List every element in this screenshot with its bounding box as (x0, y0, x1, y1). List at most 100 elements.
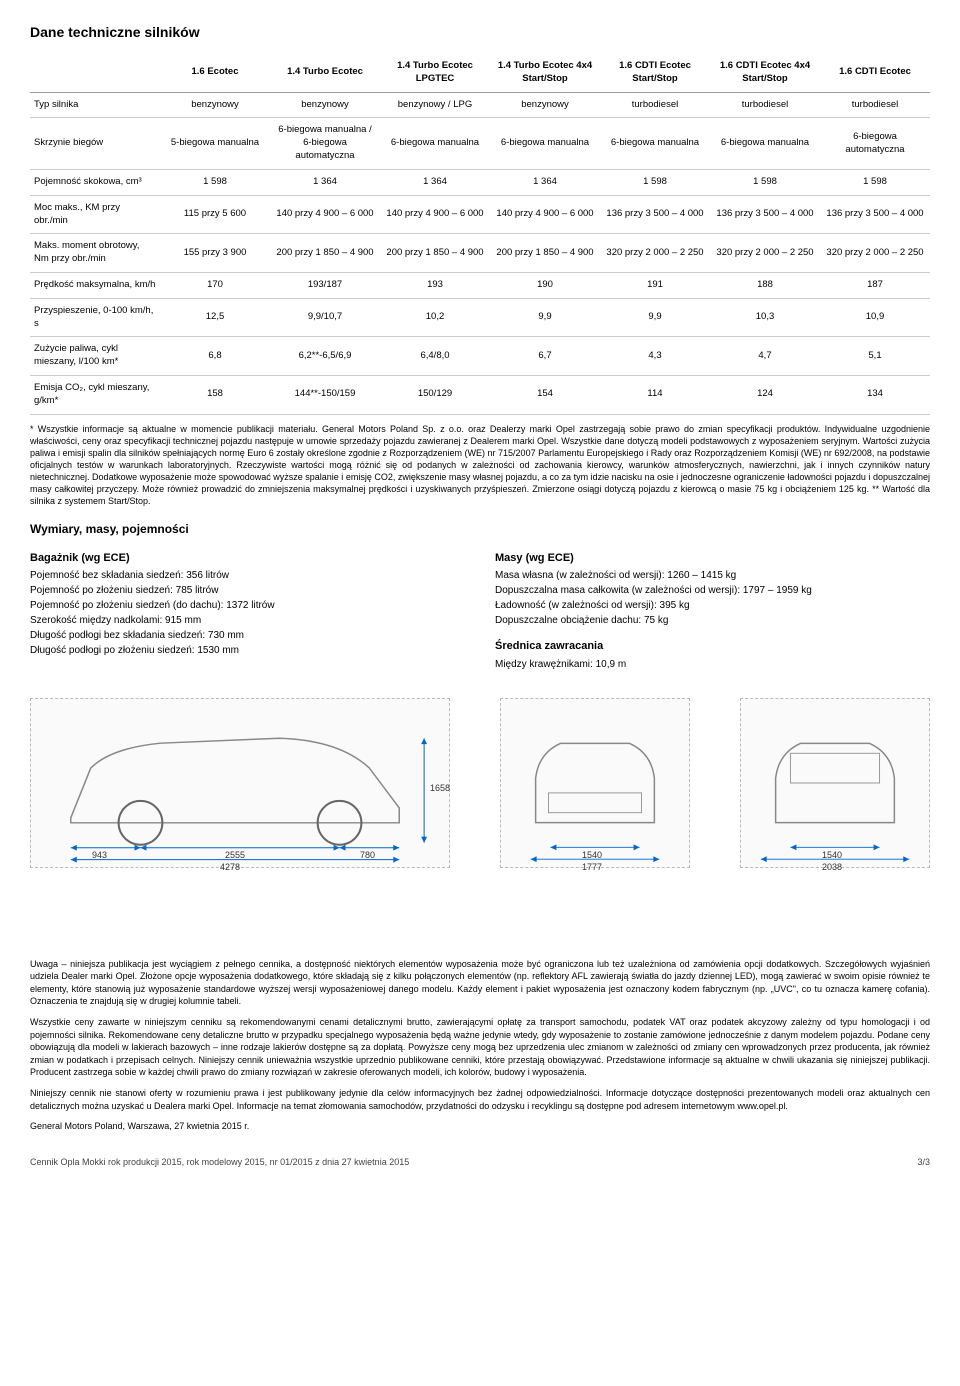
dims-line: Długość podłogi bez składania siedzeń: 7… (30, 628, 465, 643)
cell: 193/187 (270, 272, 380, 298)
dims-line: Masa własna (w zależności od wersji): 12… (495, 568, 930, 583)
footer-left: Cennik Opla Mokki rok produkcji 2015, ro… (30, 1157, 409, 1167)
table-row: Prędkość maksymalna, km/h170193/18719319… (30, 272, 930, 298)
th: 1.4 Turbo Ecotec LPGTEC (380, 54, 490, 92)
car-diagrams: 943 2555 780 4278 1658 1540 1777 (30, 698, 930, 868)
table-row: Maks. moment obrotowy, Nm przy obr./min1… (30, 234, 930, 273)
cell: 6,7 (490, 337, 600, 376)
cell: 4,3 (600, 337, 710, 376)
dim-rear-overhang: 780 (360, 850, 375, 860)
row-label: Maks. moment obrotowy, Nm przy obr./min (30, 234, 160, 273)
legal-para: Niniejszy cennik nie stanowi oferty w ro… (30, 1087, 930, 1112)
dim-rear-track: 1540 (822, 850, 842, 860)
cell: 9,9 (600, 298, 710, 337)
cell: turbodiesel (710, 92, 820, 118)
dims-line: Pojemność po złożeniu siedzeń (do dachu)… (30, 598, 465, 613)
cell: 6,8 (160, 337, 270, 376)
cell: 1 364 (490, 169, 600, 195)
table-row: Typ silnikabenzynowybenzynowybenzynowy /… (30, 92, 930, 118)
car-front-diagram (500, 698, 690, 868)
cell: 115 przy 5 600 (160, 195, 270, 234)
row-label: Moc maks., KM przy obr./min (30, 195, 160, 234)
cell: 200 przy 1 850 – 4 900 (490, 234, 600, 273)
cell: 6-biegowa automatyczna (820, 118, 930, 169)
spec-table: 1.6 Ecotec 1.4 Turbo Ecotec 1.4 Turbo Ec… (30, 54, 930, 415)
cell: 140 przy 4 900 – 6 000 (380, 195, 490, 234)
cell: benzynowy (270, 92, 380, 118)
cell: 200 przy 1 850 – 4 900 (270, 234, 380, 273)
trunk-subhead: Bagażnik (wg ECE) (30, 550, 465, 567)
turn-subhead: Średnica zawracania (495, 638, 930, 655)
table-row: Moc maks., KM przy obr./min115 przy 5 60… (30, 195, 930, 234)
table-body: Typ silnikabenzynowybenzynowybenzynowy /… (30, 92, 930, 414)
table-row: Pojemność skokowa, cm³1 5981 3641 3641 3… (30, 169, 930, 195)
dims-line: Między krawężnikami: 10,9 m (495, 657, 930, 672)
dims-line: Dopuszczalna masa całkowita (w zależnośc… (495, 583, 930, 598)
legal-para: General Motors Poland, Warszawa, 27 kwie… (30, 1120, 930, 1133)
cell: 5,1 (820, 337, 930, 376)
cell: 188 (710, 272, 820, 298)
dim-front-track: 1540 (582, 850, 602, 860)
dim-rear-width: 2038 (822, 862, 842, 872)
table-footnote: * Wszystkie informacje są aktualne w mom… (30, 423, 930, 508)
page-footer: Cennik Opla Mokki rok produkcji 2015, ro… (30, 1151, 930, 1167)
th: 1.4 Turbo Ecotec (270, 54, 380, 92)
dim-front-width: 1777 (582, 862, 602, 872)
cell: 158 (160, 376, 270, 415)
cell: 10,9 (820, 298, 930, 337)
cell: turbodiesel (600, 92, 710, 118)
row-label: Emisja CO₂, cykl mieszany, g/km* (30, 376, 160, 415)
cell: 191 (600, 272, 710, 298)
cell: 136 przy 3 500 – 4 000 (710, 195, 820, 234)
cell: 1 364 (270, 169, 380, 195)
table-row: Przyspieszenie, 0-100 km/h, s12,59,9/10,… (30, 298, 930, 337)
legal-block: Uwaga – niniejsza publikacja jest wyciąg… (30, 958, 930, 1133)
legal-para: Wszystkie ceny zawarte w niniejszym cenn… (30, 1016, 930, 1079)
cell: 6-biegowa manualna (710, 118, 820, 169)
car-rear-diagram (740, 698, 930, 868)
cell: 9,9/10,7 (270, 298, 380, 337)
car-side-diagram (30, 698, 450, 868)
dim-front-overhang: 943 (92, 850, 107, 860)
legal-para: Uwaga – niniejsza publikacja jest wyciąg… (30, 958, 930, 1008)
cell: 1 598 (160, 169, 270, 195)
dims-title: Wymiary, masy, pojemności (30, 522, 930, 536)
cell: 6-biegowa manualna (600, 118, 710, 169)
cell: 320 przy 2 000 – 2 250 (710, 234, 820, 273)
cell: 6-biegowa manualna / 6-biegowa automatyc… (270, 118, 380, 169)
dims-line: Dopuszczalne obciążenie dachu: 75 kg (495, 613, 930, 628)
dims-columns: Bagażnik (wg ECE) Pojemność bez składani… (30, 550, 930, 682)
section-title: Dane techniczne silników (30, 24, 930, 40)
th: 1.4 Turbo Ecotec 4x4 Start/Stop (490, 54, 600, 92)
cell: 320 przy 2 000 – 2 250 (820, 234, 930, 273)
cell: 124 (710, 376, 820, 415)
dims-line: Długość podłogi po złożeniu siedzeń: 153… (30, 643, 465, 658)
row-label: Przyspieszenie, 0-100 km/h, s (30, 298, 160, 337)
th: 1.6 CDTI Ecotec (820, 54, 930, 92)
cell: 154 (490, 376, 600, 415)
row-label: Prędkość maksymalna, km/h (30, 272, 160, 298)
th (30, 54, 160, 92)
cell: 6-biegowa manualna (490, 118, 600, 169)
cell: 200 przy 1 850 – 4 900 (380, 234, 490, 273)
cell: 6,2**-6,5/6,9 (270, 337, 380, 376)
cell: 4,7 (710, 337, 820, 376)
cell: 10,3 (710, 298, 820, 337)
cell: 190 (490, 272, 600, 298)
cell: 1 598 (820, 169, 930, 195)
cell: 6-biegowa manualna (380, 118, 490, 169)
cell: 150/129 (380, 376, 490, 415)
table-row: Zużycie paliwa, cykl mieszany, l/100 km*… (30, 337, 930, 376)
cell: 187 (820, 272, 930, 298)
dim-height: 1658 (430, 783, 450, 793)
cell: benzynowy (160, 92, 270, 118)
cell: 6,4/8,0 (380, 337, 490, 376)
dim-wheelbase: 2555 (225, 850, 245, 860)
mass-subhead: Masy (wg ECE) (495, 550, 930, 567)
cell: 170 (160, 272, 270, 298)
cell: 193 (380, 272, 490, 298)
dims-line: Pojemność bez składania siedzeń: 356 lit… (30, 568, 465, 583)
cell: 136 przy 3 500 – 4 000 (820, 195, 930, 234)
cell: 136 przy 3 500 – 4 000 (600, 195, 710, 234)
cell: turbodiesel (820, 92, 930, 118)
